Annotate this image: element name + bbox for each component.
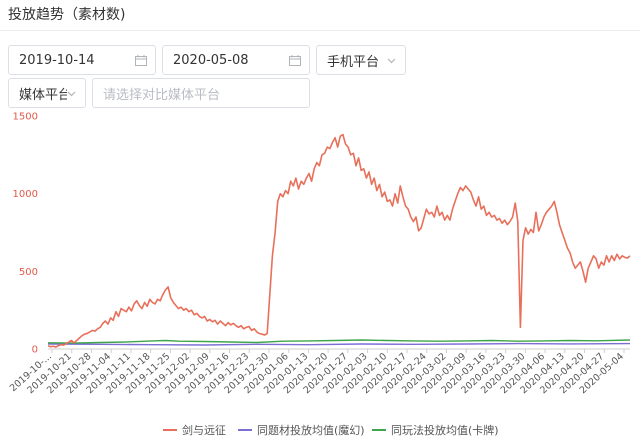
calendar-icon	[289, 54, 301, 66]
legend-item[interactable]: 同玩法投放均值(卡牌)	[372, 423, 499, 437]
series-line	[47, 339, 631, 344]
end-date-value: 2020-05-08	[173, 52, 249, 68]
chevron-down-icon	[67, 91, 76, 96]
start-date-picker[interactable]: 2019-10-14	[8, 45, 156, 75]
media-platform-value: 媒体平台	[19, 87, 67, 103]
legend-label: 剑与远征	[182, 423, 226, 437]
legend-label: 同题材投放均值(魔幻)	[257, 423, 365, 437]
legend-label: 同玩法投放均值(卡牌)	[391, 423, 499, 437]
y-tick-label: 1000	[13, 189, 38, 200]
y-tick-label: 0	[32, 345, 38, 356]
page-title: 投放趋势（素材数)	[8, 7, 126, 23]
compare-media-placeholder: 请选择对比媒体平台	[103, 87, 221, 103]
legend-item[interactable]: 剑与远征	[163, 423, 226, 437]
y-tick-label: 1500	[13, 112, 38, 123]
y-tick-label: 500	[19, 267, 38, 278]
chart-legend: 剑与远征 同题材投放均值(魔幻) 同玩法投放均值(卡牌)	[163, 423, 499, 437]
compare-media-input[interactable]: 请选择对比媒体平台	[92, 78, 310, 108]
calendar-icon	[135, 54, 147, 66]
end-date-picker[interactable]: 2020-05-08	[162, 45, 310, 75]
series-line	[47, 133, 631, 348]
x-axis: 2019-10-...2019-10-212019-10-282019-11-0…	[8, 348, 630, 396]
trend-line-chart: 0 500 1000 1500 2019-10-...2019-10-212019-1…	[8, 112, 631, 437]
y-axis: 0 500 1000 1500	[13, 112, 38, 356]
legend-item[interactable]: 同题材投放均值(魔幻)	[238, 423, 365, 437]
chevron-down-icon	[387, 58, 396, 63]
title-divider	[0, 30, 640, 31]
series-line	[47, 342, 631, 346]
platform-select-value: 手机平台	[327, 54, 380, 70]
media-platform-select[interactable]: 媒体平台	[8, 78, 86, 108]
platform-select[interactable]: 手机平台	[316, 45, 406, 75]
series-lines	[47, 133, 631, 348]
start-date-value: 2019-10-14	[19, 52, 95, 68]
